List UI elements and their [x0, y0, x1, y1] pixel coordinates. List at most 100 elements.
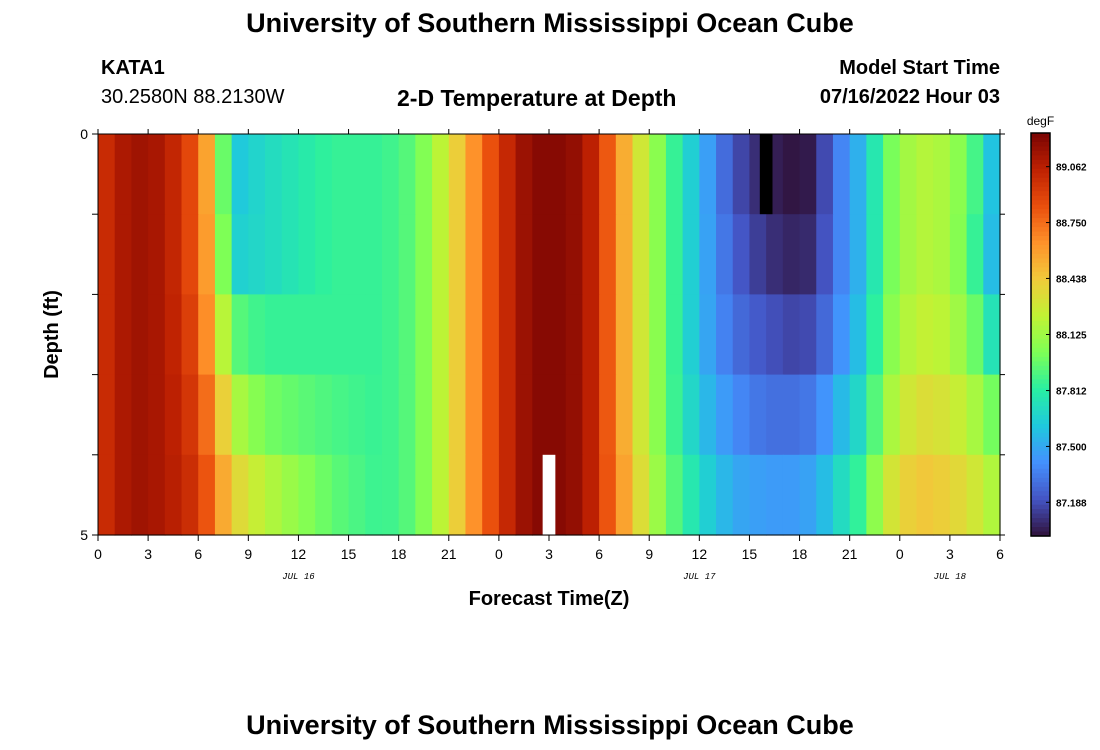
heatmap-cell: [348, 214, 366, 295]
colorbar-segment: [1031, 303, 1050, 309]
heatmap-cell: [899, 134, 918, 215]
colorbar-segment: [1031, 271, 1050, 277]
heatmap-cell: [181, 374, 199, 456]
colorbar-segment: [1031, 186, 1050, 192]
heatmap-cell: [164, 374, 183, 456]
heatmap-cell: [665, 454, 684, 536]
colorbar-segment: [1031, 495, 1050, 501]
date-label: JUL 18: [934, 572, 967, 582]
colorbar-segment: [1031, 406, 1050, 412]
heatmap-cell: [615, 294, 634, 376]
heatmap-cell: [515, 294, 533, 376]
colorbar-segment: [1031, 518, 1050, 524]
heatmap-cell: [682, 374, 700, 456]
colorbar-segment: [1031, 325, 1050, 331]
x-tick-label: 3: [946, 546, 954, 562]
heatmap-cell: [448, 214, 467, 295]
heatmap-cell: [899, 374, 918, 456]
colorbar-segment: [1031, 262, 1050, 268]
colorbar-segment: [1031, 455, 1050, 461]
colorbar-segment: [1031, 330, 1050, 336]
colorbar-segment: [1031, 415, 1050, 421]
heatmap-cell: [582, 454, 600, 536]
heatmap-cell: [164, 214, 183, 295]
colorbar-segment: [1031, 343, 1050, 349]
heatmap-cell: [699, 454, 717, 536]
colorbar-segment: [1031, 388, 1050, 394]
heatmap-cell: [716, 214, 734, 295]
heatmap-cell: [164, 134, 183, 215]
heatmap-cell: [699, 214, 717, 295]
heatmap-cell: [782, 454, 801, 536]
heatmap-cell: [933, 374, 951, 456]
colorbar-segment: [1031, 509, 1050, 515]
colorbar-segment: [1031, 468, 1050, 474]
colorbar-segment: [1031, 352, 1050, 358]
heatmap-cell: [365, 374, 383, 456]
heatmap-cell: [782, 134, 801, 215]
heatmap-cell: [114, 374, 133, 456]
heatmap-cell: [398, 374, 416, 456]
colorbar-segment: [1031, 361, 1050, 367]
heatmap-cell: [832, 294, 851, 376]
heatmap-cell: [933, 214, 951, 295]
colorbar-segment: [1031, 249, 1050, 255]
heatmap-cell: [448, 454, 467, 536]
x-tick-label: 0: [94, 546, 102, 562]
heatmap-cell: [799, 214, 817, 295]
heatmap-cell: [866, 294, 884, 376]
heatmap-cell: [448, 134, 467, 215]
heatmap-cell: [198, 374, 216, 456]
colorbar-segment: [1031, 177, 1050, 183]
heatmap-cell: [816, 214, 834, 295]
heatmap-cell: [933, 134, 951, 215]
colorbar-segment: [1031, 522, 1050, 528]
colorbar-segment: [1031, 253, 1050, 259]
heatmap-cell: [749, 294, 767, 376]
heatmap-cell: [615, 374, 634, 456]
colorbar-segment: [1031, 195, 1050, 201]
heatmap-cell: [565, 454, 584, 536]
heatmap-cell: [114, 294, 133, 376]
heatmap-cell: [582, 374, 600, 456]
heatmap-cell: [816, 294, 834, 376]
heatmap-cell: [766, 294, 784, 376]
heatmap-cell: [131, 214, 149, 295]
colorbar-segment: [1031, 164, 1050, 170]
heatmap-cells: [98, 134, 1001, 536]
colorbar-segment: [1031, 383, 1050, 389]
x-tick-label: 18: [391, 546, 407, 562]
heatmap-cell: [582, 214, 600, 295]
heatmap-cell: [549, 134, 567, 215]
heatmap-cell: [214, 454, 233, 536]
colorbar-segment: [1031, 450, 1050, 456]
heatmap-cell: [98, 294, 116, 376]
heatmap-cell: [381, 454, 400, 536]
heatmap-cell: [849, 214, 867, 295]
heatmap-cell: [749, 214, 767, 295]
heatmap-cell: [916, 374, 934, 456]
colorbar-segment: [1031, 168, 1050, 174]
colorbar-segment: [1031, 379, 1050, 385]
colorbar-segment: [1031, 397, 1050, 403]
y-tick-label: 0: [80, 126, 88, 142]
colorbar-segment: [1031, 477, 1050, 483]
colorbar-tick-label: 89.062: [1056, 163, 1087, 174]
heatmap-cell: [983, 374, 1001, 456]
heatmap-cell: [498, 294, 517, 376]
heatmap-cell: [482, 214, 500, 295]
colorbar-segment: [1031, 258, 1050, 264]
heatmap-cell: [582, 134, 600, 215]
heatmap-cell: [298, 374, 316, 456]
heatmap-cell: [699, 134, 717, 215]
heatmap-cell: [331, 294, 350, 376]
heatmap-cell: [98, 214, 116, 295]
heatmap-cell: [883, 374, 901, 456]
colorbar-segment: [1031, 473, 1050, 479]
heatmap-cell: [398, 294, 416, 376]
colorbar-segment: [1031, 410, 1050, 416]
heatmap-cell: [515, 454, 533, 536]
heatmap-cell: [565, 214, 584, 295]
heatmap-cell: [482, 294, 500, 376]
